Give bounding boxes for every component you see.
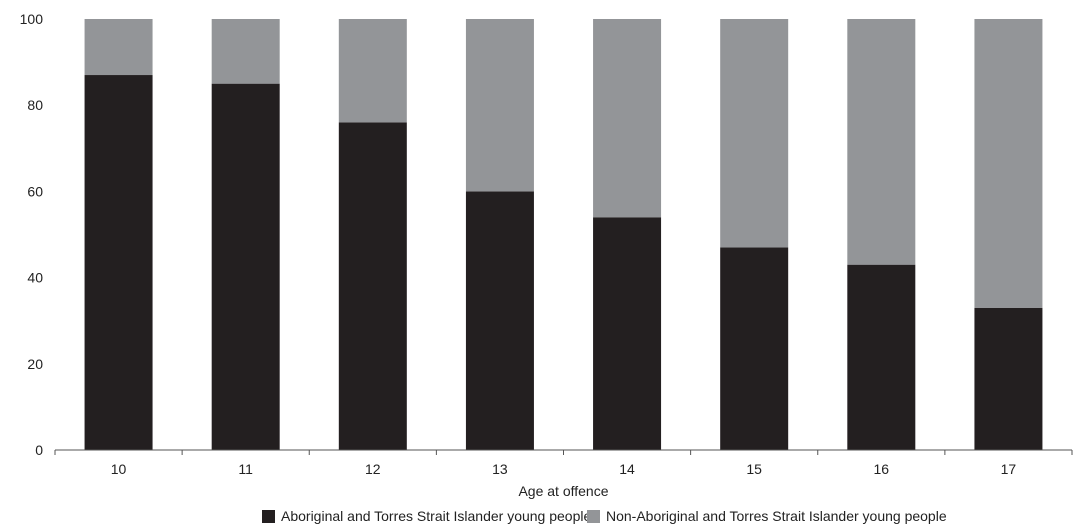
y-tick-label: 40 (27, 270, 43, 286)
bar-segment-aboriginal (465, 191, 534, 450)
y-tick-label: 0 (35, 442, 43, 458)
y-tick-label: 80 (27, 97, 43, 113)
y-tick-label: 60 (27, 183, 43, 199)
x-tick-label: 15 (746, 461, 762, 477)
legend-label-aboriginal: Aboriginal and Torres Strait Islander yo… (281, 508, 592, 524)
legend-label-non-aboriginal: Non-Aboriginal and Torres Strait Islande… (606, 508, 947, 524)
x-tick-label: 12 (365, 461, 381, 477)
bar-segment-non-aboriginal (211, 19, 280, 84)
bar-segment-aboriginal (847, 264, 916, 450)
y-tick-label: 20 (27, 356, 43, 372)
x-tick-label: 11 (238, 461, 253, 477)
bar-segment-non-aboriginal (593, 19, 662, 218)
bar-segment-aboriginal (338, 122, 407, 450)
x-tick-label: 13 (492, 461, 508, 477)
bar-segment-non-aboriginal (720, 19, 789, 248)
legend-item-non-aboriginal: Non-Aboriginal and Torres Strait Islande… (587, 508, 947, 524)
y-axis-ticks: 0 20 40 60 80 100 (20, 11, 44, 458)
bar-segment-non-aboriginal (84, 19, 153, 76)
bar-segment-non-aboriginal (847, 19, 916, 265)
x-axis-ticks: 10 11 12 13 14 15 16 17 (54, 450, 1073, 477)
x-tick-label: 14 (619, 461, 635, 477)
bar-segment-aboriginal (211, 83, 280, 451)
bar-segment-aboriginal (84, 75, 153, 450)
x-tick-label: 16 (874, 461, 890, 477)
bars (84, 19, 1043, 451)
x-axis-title: Age at offence (518, 483, 608, 499)
bar-segment-aboriginal (974, 307, 1043, 450)
bar-segment-non-aboriginal (974, 19, 1043, 308)
legend-swatch-aboriginal (262, 509, 275, 523)
legend-swatch-non-aboriginal (587, 509, 600, 523)
bar-segment-non-aboriginal (338, 19, 407, 123)
stacked-bar-chart: 0 20 40 60 80 100 10 11 12 13 14 15 16 17 Age at off… (20, 11, 1073, 499)
bar-segment-aboriginal (720, 247, 789, 450)
bar-segment-non-aboriginal (465, 19, 534, 192)
x-tick-label: 10 (111, 461, 127, 477)
y-tick-label: 100 (20, 11, 44, 27)
legend-item-aboriginal: Aboriginal and Torres Strait Islander yo… (262, 508, 591, 524)
legend: Aboriginal and Torres Strait Islander yo… (0, 508, 1078, 530)
x-tick-label: 17 (1001, 461, 1017, 477)
bar-segment-aboriginal (593, 217, 662, 450)
